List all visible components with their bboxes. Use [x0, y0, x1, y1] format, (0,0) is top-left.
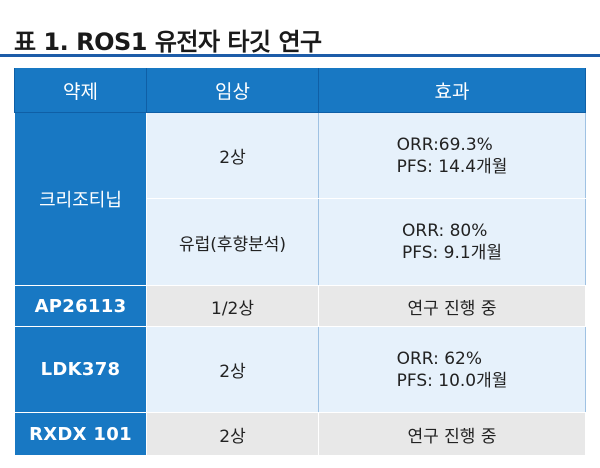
table-title: 표 1. ROS1 유전자 타깃 연구	[14, 28, 322, 56]
drug-cell: RXDX 101	[14, 412, 147, 456]
table-row: RXDX 101 2상 연구 진행 중	[14, 412, 586, 456]
effect-line: PFS: 10.0개월	[396, 370, 508, 391]
effect-line: ORR: 80%	[402, 221, 488, 241]
effect-cell: ORR: 80% PFS: 9.1개월	[318, 198, 586, 286]
title-rule	[0, 54, 600, 57]
effect-cell: 연구 진행 중	[318, 412, 586, 456]
ros1-study-table: 약제 임상 효과 크리조티닙 2상 ORR:69.3% PFS: 14.4개월 …	[14, 68, 586, 456]
effect-line: PFS: 9.1개월	[402, 243, 502, 263]
drug-cell: LDK378	[14, 326, 147, 413]
header-row: 약제 임상 효과	[14, 68, 586, 113]
effect-line: PFS: 14.4개월	[396, 156, 508, 177]
effect-line: ORR: 62%	[396, 348, 482, 369]
phase-cell: 2상	[146, 412, 319, 456]
drug-cell: AP26113	[14, 285, 147, 327]
effect-cell: ORR:69.3% PFS: 14.4개월	[318, 112, 586, 199]
header-effect: 효과	[318, 68, 586, 113]
phase-cell: 2상	[146, 326, 319, 413]
table-row: LDK378 2상 ORR: 62% PFS: 10.0개월	[14, 326, 586, 413]
effect-line: ORR:69.3%	[396, 134, 493, 155]
phase-cell: 유럽(후향분석)	[146, 198, 319, 286]
phase-cell: 2상	[146, 112, 319, 199]
phase-cell: 1/2상	[146, 285, 319, 327]
effect-cell: 연구 진행 중	[318, 285, 586, 327]
header-drug: 약제	[14, 68, 147, 113]
table-row: 크리조티닙 2상 ORR:69.3% PFS: 14.4개월	[14, 112, 586, 286]
effect-cell: ORR: 62% PFS: 10.0개월	[318, 326, 586, 413]
header-phase: 임상	[146, 68, 319, 113]
table-row: AP26113 1/2상 연구 진행 중	[14, 285, 586, 327]
title-bar: 표 1. ROS1 유전자 타깃 연구	[0, 18, 600, 62]
drug-cell: 크리조티닙	[14, 112, 147, 286]
table-row: 유럽(후향분석) ORR: 80% PFS: 9.1개월	[15, 198, 586, 286]
